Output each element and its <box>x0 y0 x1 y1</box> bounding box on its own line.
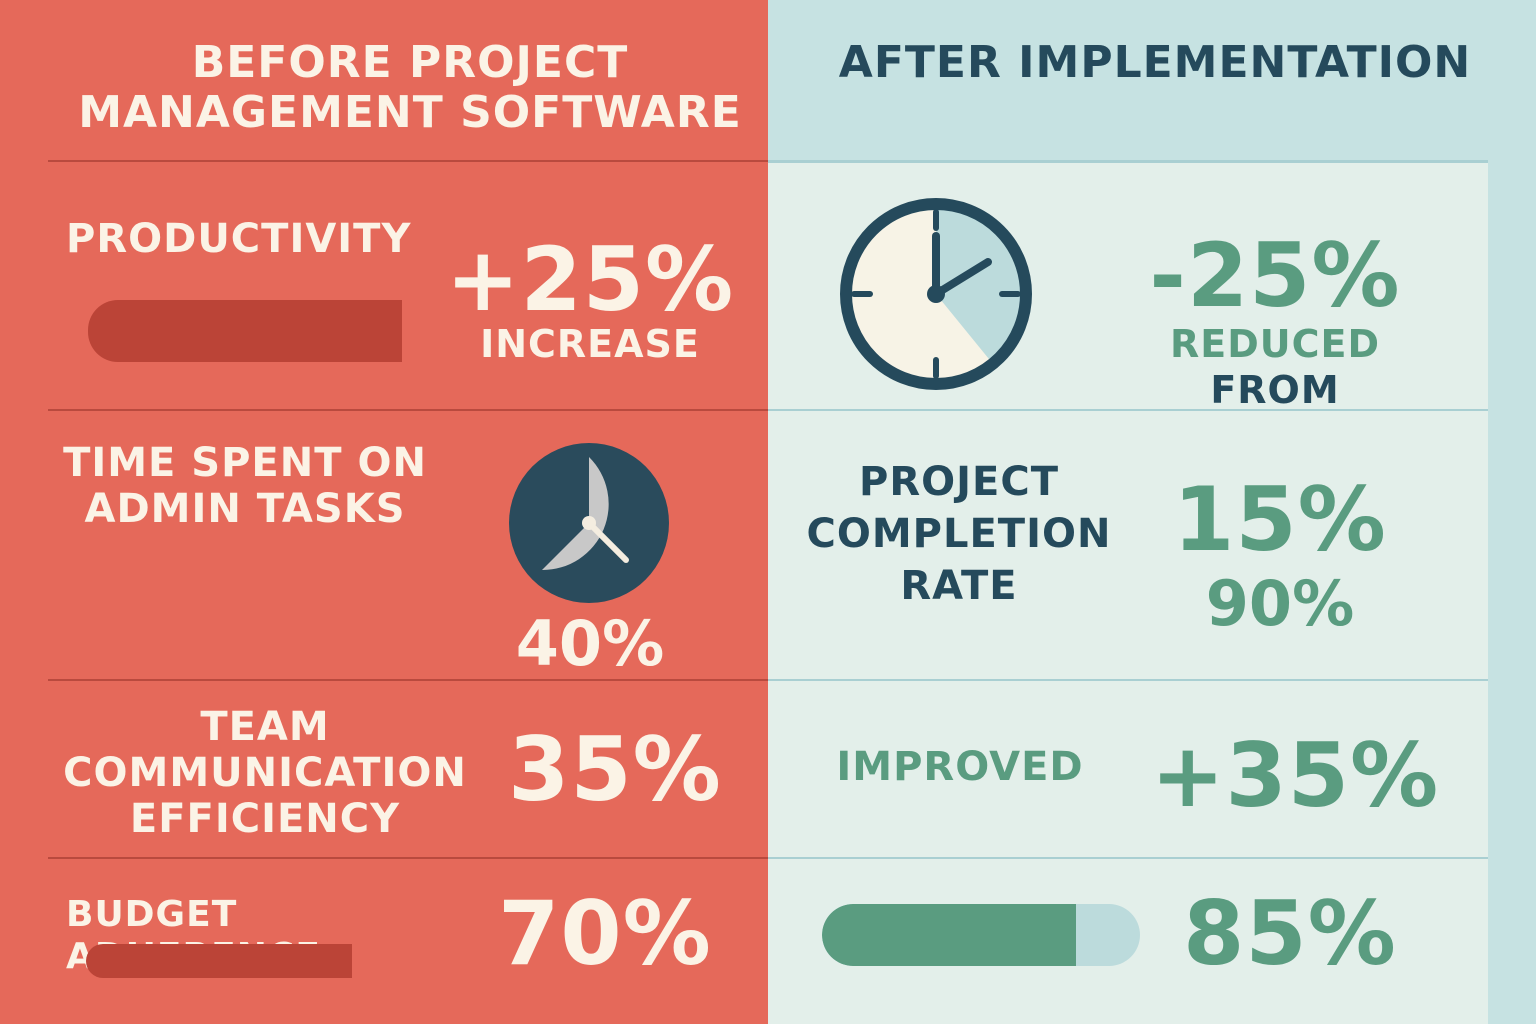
stopwatch-icon <box>509 443 669 603</box>
completion-label: PROJECT COMPLETION RATE <box>806 459 1112 609</box>
divider <box>768 409 1488 411</box>
admin-time-label: TIME SPENT ON ADMIN TASKS <box>63 440 427 532</box>
admin-time-value: 40% <box>515 607 665 680</box>
after-title: AFTER IMPLEMENTATION <box>838 37 1472 88</box>
budget-bar <box>86 944 352 978</box>
divider <box>48 409 768 411</box>
before-title: BEFORE PROJECT MANAGEMENT SOFTWARE <box>78 37 742 138</box>
completion-value-2: 90% <box>1205 567 1355 640</box>
budget-progress-track <box>822 904 1140 966</box>
divider <box>48 679 768 681</box>
communication-improved-label: IMPROVED <box>836 744 1084 790</box>
divider <box>768 857 1488 859</box>
productivity-bar <box>88 300 402 362</box>
budget-after-value: 85% <box>1183 882 1397 985</box>
divider <box>768 160 1488 163</box>
divider <box>48 160 768 162</box>
productivity-sublabel: INCREASE <box>480 322 700 366</box>
productivity-label: PRODUCTIVITY <box>66 216 412 262</box>
completion-value: 15% <box>1173 468 1387 571</box>
clock-icon <box>840 198 1032 390</box>
productivity-value: +25% <box>445 228 735 331</box>
divider <box>48 857 768 859</box>
admin-reduction-from: FROM <box>1210 368 1340 412</box>
communication-value: 35% <box>508 718 722 821</box>
admin-reduction-value: -25% <box>1149 224 1401 327</box>
budget-value: 70% <box>498 882 712 985</box>
admin-reduction-sublabel: REDUCED <box>1169 322 1380 366</box>
communication-improved-value: +35% <box>1150 724 1440 827</box>
divider <box>768 679 1488 681</box>
budget-progress-fill <box>822 904 1077 966</box>
communication-label: TEAM COMMUNICATION EFFICIENCY <box>63 704 467 842</box>
